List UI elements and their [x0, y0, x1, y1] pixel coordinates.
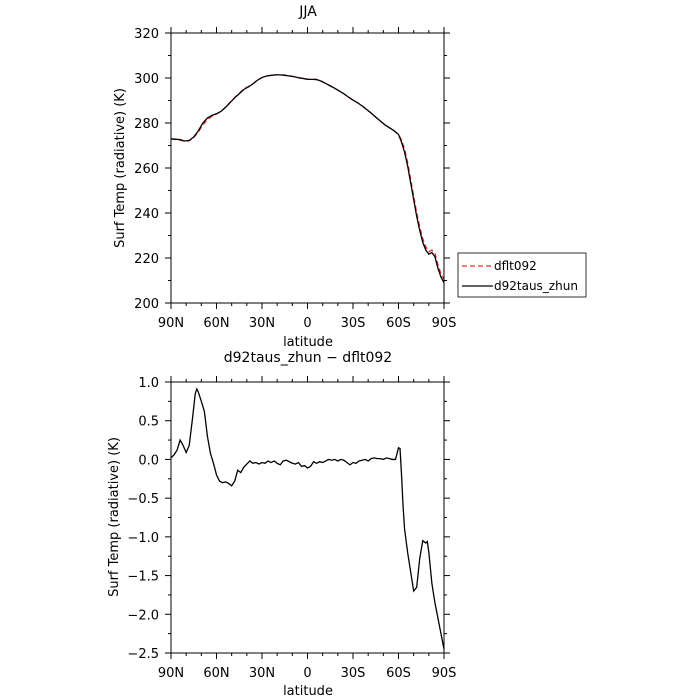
bottom-x-axis-label: latitude: [283, 684, 333, 699]
top-x-tick-label: 90N: [158, 316, 184, 331]
top-y-tick-label: 300: [134, 72, 159, 87]
bottom-y-tick-label: 0.5: [138, 415, 159, 430]
bottom-y-tick-label: 0.0: [138, 453, 159, 468]
top-y-tick-label: 260: [134, 162, 159, 177]
top-series-line-1: [170, 74, 445, 284]
top-y-tick-label: 200: [134, 297, 159, 312]
top-y-tick-label: 240: [134, 207, 159, 222]
bottom-chart-title: d92taus_zhun − dflt092: [224, 350, 392, 366]
bottom-y-tick-label: −1.0: [127, 531, 159, 546]
bottom-x-tick-label: 30N: [249, 666, 275, 681]
bottom-series-line-0: [170, 387, 445, 650]
bottom-axis-ticks: 90N 60N 30N 0 30S 60S 90S 1.0 0.5 0.0 −0.5 −1.0 −1.5…: [127, 376, 456, 681]
top-y-tick-label: 320: [134, 27, 159, 42]
top-axis-ticks: 90N 60N 30N 0 30S 60S 90S 200 220 240 260 280 300 320: [134, 27, 456, 331]
bottom-y-axis-label: Surf Temp (radiative) (K): [107, 437, 122, 597]
top-plot-frame: [170, 32, 445, 304]
bottom-y-tick-label: −1.5: [127, 570, 159, 585]
legend-box: [457, 252, 587, 298]
bottom-x-tick-label: 30S: [341, 666, 366, 681]
top-series-line-0: [170, 74, 445, 280]
bottom-plot-frame: [170, 381, 445, 654]
bottom-y-tick-label: 1.0: [138, 376, 159, 391]
top-x-tick-label: 60N: [203, 316, 229, 331]
bottom-series-lines: [170, 387, 445, 650]
top-x-tick-label: 30N: [249, 316, 275, 331]
top-x-tick-label: 60S: [386, 316, 411, 331]
top-x-tick-label: 30S: [341, 316, 366, 331]
bottom-x-tick-label: 0: [303, 666, 311, 681]
top-x-tick-label: 0: [303, 316, 311, 331]
legend: dflt092 d92taus_zhun: [457, 252, 587, 298]
bottom-y-tick-label: −2.0: [127, 608, 159, 623]
panel-top: JJA 90N 60N 30N 0 30S 60S 90S 200 220 240 260 280 30…: [113, 4, 587, 350]
top-y-tick-label: 220: [134, 252, 159, 267]
top-chart-title: JJA: [298, 4, 317, 20]
bottom-y-tick-label: −0.5: [127, 492, 159, 507]
bottom-x-tick-label: 60N: [203, 666, 229, 681]
top-series-lines: [170, 74, 445, 284]
bottom-x-tick-label: 60S: [386, 666, 411, 681]
top-y-axis-label: Surf Temp (radiative) (K): [113, 88, 128, 248]
legend-label-dflt092: dflt092: [494, 259, 537, 273]
legend-label-d92taus_zhun: d92taus_zhun: [494, 279, 578, 293]
bottom-x-tick-label: 90N: [158, 666, 184, 681]
top-y-tick-label: 280: [134, 117, 159, 132]
top-x-axis-label: latitude: [283, 335, 333, 350]
bottom-x-tick-label: 90S: [432, 666, 457, 681]
panel-bottom: d92taus_zhun − dflt092 90N 60N 30N 0 30S 60S 9…: [107, 350, 456, 699]
bottom-y-tick-label: −2.5: [127, 647, 159, 662]
top-x-tick-label: 90S: [432, 316, 457, 331]
